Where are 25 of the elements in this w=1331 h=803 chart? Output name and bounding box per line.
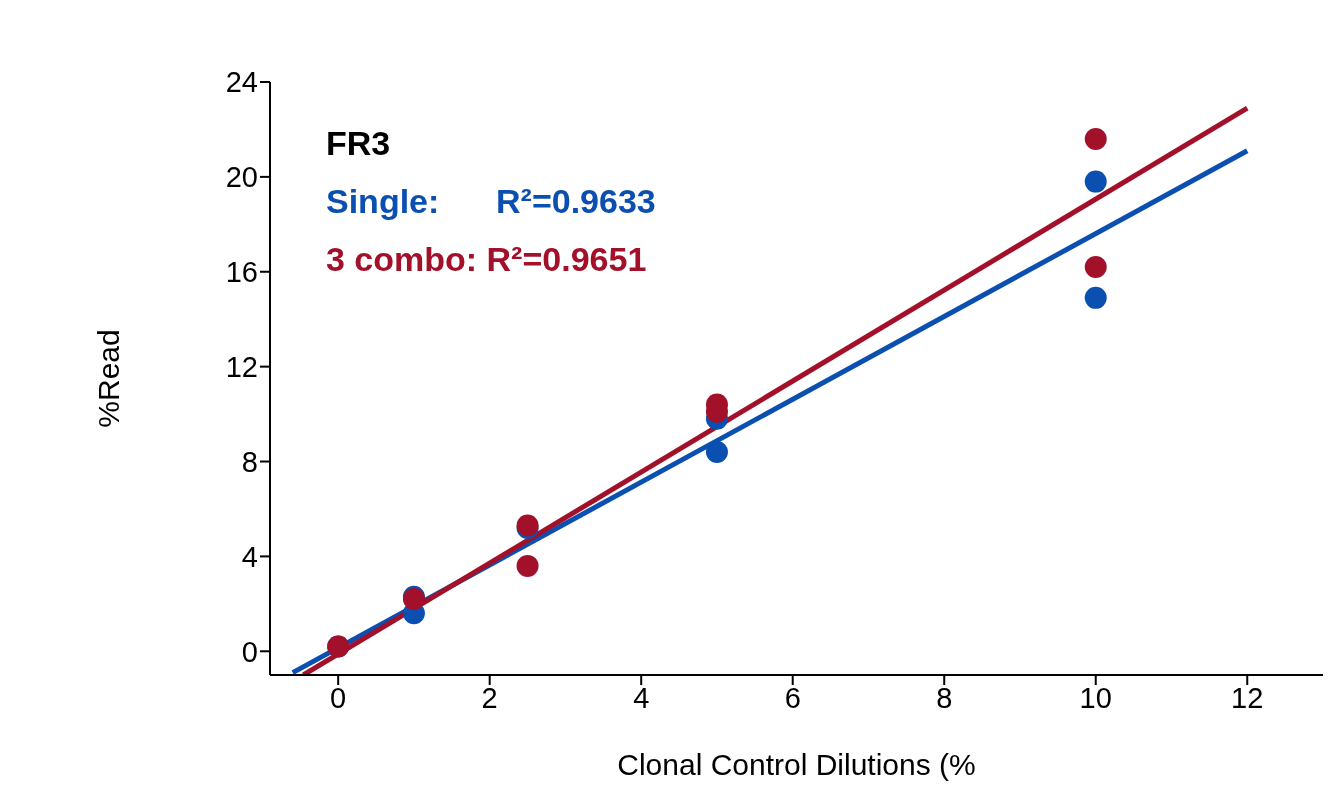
y-tick-label: 0 bbox=[241, 635, 258, 668]
x-tick-label: 12 bbox=[1231, 681, 1264, 714]
x-tick-label: 6 bbox=[784, 681, 801, 714]
point bbox=[516, 554, 539, 577]
x-tick-label: 4 bbox=[633, 681, 650, 714]
y-tick-label: 20 bbox=[225, 161, 258, 194]
y-tick-label: 12 bbox=[225, 350, 258, 383]
x-tick-label: 2 bbox=[481, 681, 498, 714]
x-tick-label: 0 bbox=[330, 681, 347, 714]
y-tick-label: 8 bbox=[241, 445, 258, 478]
point bbox=[1084, 170, 1107, 193]
x-axis-title: Clonal Control Dilutions (% bbox=[617, 748, 976, 781]
y-tick-label: 4 bbox=[241, 540, 258, 573]
point bbox=[1084, 256, 1107, 279]
point bbox=[1084, 127, 1107, 150]
x-tick-label: 8 bbox=[936, 681, 953, 714]
y-axis-title: %Read bbox=[91, 329, 125, 428]
annotation: 3 combo: R²=0.9651 bbox=[326, 239, 648, 280]
y-tick-label: 16 bbox=[225, 256, 258, 289]
y-tick-label: 24 bbox=[225, 66, 258, 99]
annotation: Single: R²=0.9633 bbox=[326, 181, 656, 222]
x-tick-label: 10 bbox=[1079, 681, 1112, 714]
point bbox=[705, 441, 728, 464]
point bbox=[1084, 286, 1107, 309]
text: FR3 bbox=[326, 123, 392, 164]
